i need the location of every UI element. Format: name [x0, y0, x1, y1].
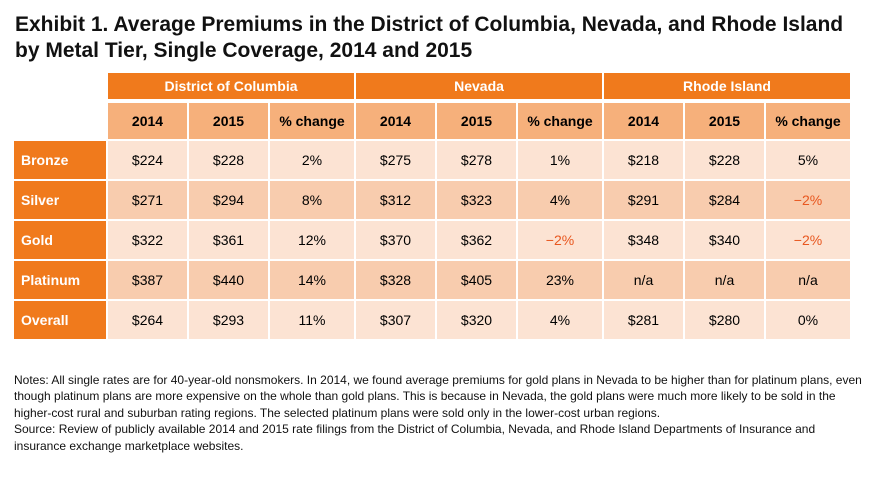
column-header: % change [270, 103, 354, 139]
table-row: Platinum $387 $440 14% $328 $405 23% n/a… [14, 261, 850, 299]
table-cell: $340 [685, 221, 764, 259]
table-cell: $218 [604, 141, 683, 179]
row-header: Silver [14, 181, 106, 219]
column-header: 2014 [604, 103, 683, 139]
corner-cell [14, 73, 106, 101]
column-header: 2015 [189, 103, 268, 139]
table-cell: $293 [189, 301, 268, 339]
table-row: Gold $322 $361 12% $370 $362 −2% $348 $3… [14, 221, 850, 259]
table-cell: $264 [108, 301, 187, 339]
table-cell-negative: −2% [766, 221, 850, 259]
corner-cell [14, 103, 106, 139]
column-header: % change [766, 103, 850, 139]
table-cell: $271 [108, 181, 187, 219]
table-cell: $348 [604, 221, 683, 259]
table-cell: $284 [685, 181, 764, 219]
state-header-row: District of Columbia Nevada Rhode Island [14, 73, 850, 101]
column-header: 2014 [356, 103, 435, 139]
table-cell: $387 [108, 261, 187, 299]
table-row: Silver $271 $294 8% $312 $323 4% $291 $2… [14, 181, 850, 219]
table-cell: $320 [437, 301, 516, 339]
table-cell: $322 [108, 221, 187, 259]
premiums-table: District of Columbia Nevada Rhode Island… [12, 71, 852, 341]
table-cell: 4% [518, 301, 602, 339]
footnotes: Notes: All single rates are for 40-year-… [14, 372, 862, 454]
column-header-row: 2014 2015 % change 2014 2015 % change 20… [14, 103, 850, 139]
table-cell: 1% [518, 141, 602, 179]
table-cell: 14% [270, 261, 354, 299]
table-cell: $370 [356, 221, 435, 259]
state-header: District of Columbia [108, 73, 354, 101]
table-cell: $228 [189, 141, 268, 179]
table-cell: n/a [766, 261, 850, 299]
column-header: 2015 [685, 103, 764, 139]
table-cell: 2% [270, 141, 354, 179]
table-cell: 5% [766, 141, 850, 179]
notes-text: Notes: All single rates are for 40-year-… [14, 373, 862, 420]
table-cell: $224 [108, 141, 187, 179]
table-cell: 8% [270, 181, 354, 219]
table-cell: 4% [518, 181, 602, 219]
table-cell: $275 [356, 141, 435, 179]
table-cell: $440 [189, 261, 268, 299]
row-header: Platinum [14, 261, 106, 299]
table-row: Overall $264 $293 11% $307 $320 4% $281 … [14, 301, 850, 339]
exhibit-title: Exhibit 1. Average Premiums in the Distr… [15, 13, 844, 62]
table-cell: $323 [437, 181, 516, 219]
table-cell: $328 [356, 261, 435, 299]
table-cell: $228 [685, 141, 764, 179]
table-cell-negative: −2% [518, 221, 602, 259]
table-cell: $362 [437, 221, 516, 259]
table-cell: $291 [604, 181, 683, 219]
table-cell: $281 [604, 301, 683, 339]
table-cell: 11% [270, 301, 354, 339]
state-header: Nevada [356, 73, 602, 101]
table-cell: 12% [270, 221, 354, 259]
table-cell: 23% [518, 261, 602, 299]
column-header: 2015 [437, 103, 516, 139]
row-header: Gold [14, 221, 106, 259]
row-header: Bronze [14, 141, 106, 179]
column-header: 2014 [108, 103, 187, 139]
table-cell: 0% [766, 301, 850, 339]
table-cell: $361 [189, 221, 268, 259]
table-cell: $307 [356, 301, 435, 339]
table-cell: $280 [685, 301, 764, 339]
table-cell: n/a [604, 261, 683, 299]
table-row: Bronze $224 $228 2% $275 $278 1% $218 $2… [14, 141, 850, 179]
column-header: % change [518, 103, 602, 139]
table-cell: $278 [437, 141, 516, 179]
table-cell: $405 [437, 261, 516, 299]
state-header: Rhode Island [604, 73, 850, 101]
table-cell: $294 [189, 181, 268, 219]
table-cell: $312 [356, 181, 435, 219]
source-text: Source: Review of publicly available 201… [14, 422, 816, 453]
row-header: Overall [14, 301, 106, 339]
table-cell-negative: −2% [766, 181, 850, 219]
table-cell: n/a [685, 261, 764, 299]
